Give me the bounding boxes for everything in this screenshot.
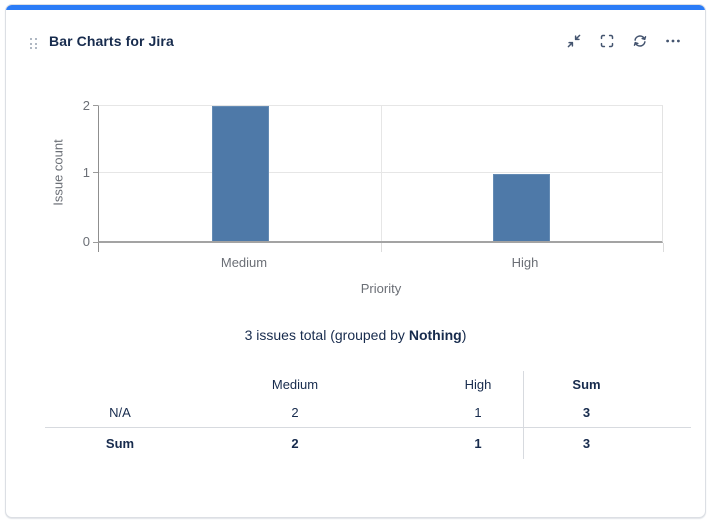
v-gridline — [381, 106, 382, 241]
x-category-label: High — [511, 255, 539, 270]
drag-handle-icon[interactable] — [30, 38, 37, 49]
more-button[interactable] — [663, 31, 683, 51]
summary-prefix: 3 issues total (grouped by — [244, 327, 409, 343]
fullscreen-icon — [599, 33, 615, 49]
chart-bar[interactable] — [212, 106, 269, 241]
gadget-toolbar — [564, 31, 683, 51]
table-cell: 1 — [395, 427, 523, 459]
plot-area — [98, 105, 664, 252]
table-cell: 2 — [291, 404, 299, 420]
summary-suffix: ) — [461, 327, 467, 343]
y-axis-label: Issue count — [50, 139, 66, 206]
x-tick-mark — [98, 243, 99, 252]
summary-group-by: Nothing — [408, 327, 462, 343]
y-tick-label: 0 — [82, 234, 90, 249]
chart-bar[interactable] — [493, 173, 550, 241]
stats-table: Medium High Sum N/A 2 1 3 Sum 2 1 3 — [45, 371, 691, 459]
table-cell: 3 — [523, 427, 691, 459]
y-tick-mark — [93, 105, 98, 106]
accent-bar — [6, 5, 705, 10]
x-tick-mark — [663, 243, 664, 252]
y-tick-label: 1 — [82, 165, 90, 180]
more-icon — [665, 33, 681, 49]
gadget-card: Bar Charts for Jira — [5, 4, 706, 518]
x-axis-label: Priority — [360, 281, 402, 296]
y-tick-label: 2 — [82, 98, 90, 113]
collapse-icon — [566, 33, 582, 49]
refresh-button[interactable] — [630, 31, 650, 51]
x-tick-mark — [381, 243, 382, 252]
h-gridline — [99, 172, 662, 173]
gadget-header: Bar Charts for Jira — [30, 29, 685, 61]
table-header-cell — [45, 371, 195, 397]
summary-text: 3 issues total (grouped by Nothing) — [6, 327, 705, 343]
fullscreen-button[interactable] — [597, 31, 617, 51]
page-title: Bar Charts for Jira — [49, 33, 174, 49]
table-cell: 3 — [523, 397, 691, 427]
table-cell: 1 — [474, 404, 482, 420]
table-row-label: Sum — [45, 427, 195, 459]
table-cell: 2 — [195, 427, 395, 459]
y-tick-mark — [93, 172, 98, 173]
refresh-icon — [632, 33, 648, 49]
table-header-cell: Medium — [271, 376, 319, 392]
table-row-label: N/A — [109, 404, 131, 420]
collapse-button[interactable] — [564, 31, 584, 51]
table-header-cell: High — [464, 376, 492, 392]
x-category-label: Medium — [220, 255, 268, 270]
table-header-cell: Sum — [523, 371, 691, 397]
y-tick-mark — [93, 242, 98, 243]
